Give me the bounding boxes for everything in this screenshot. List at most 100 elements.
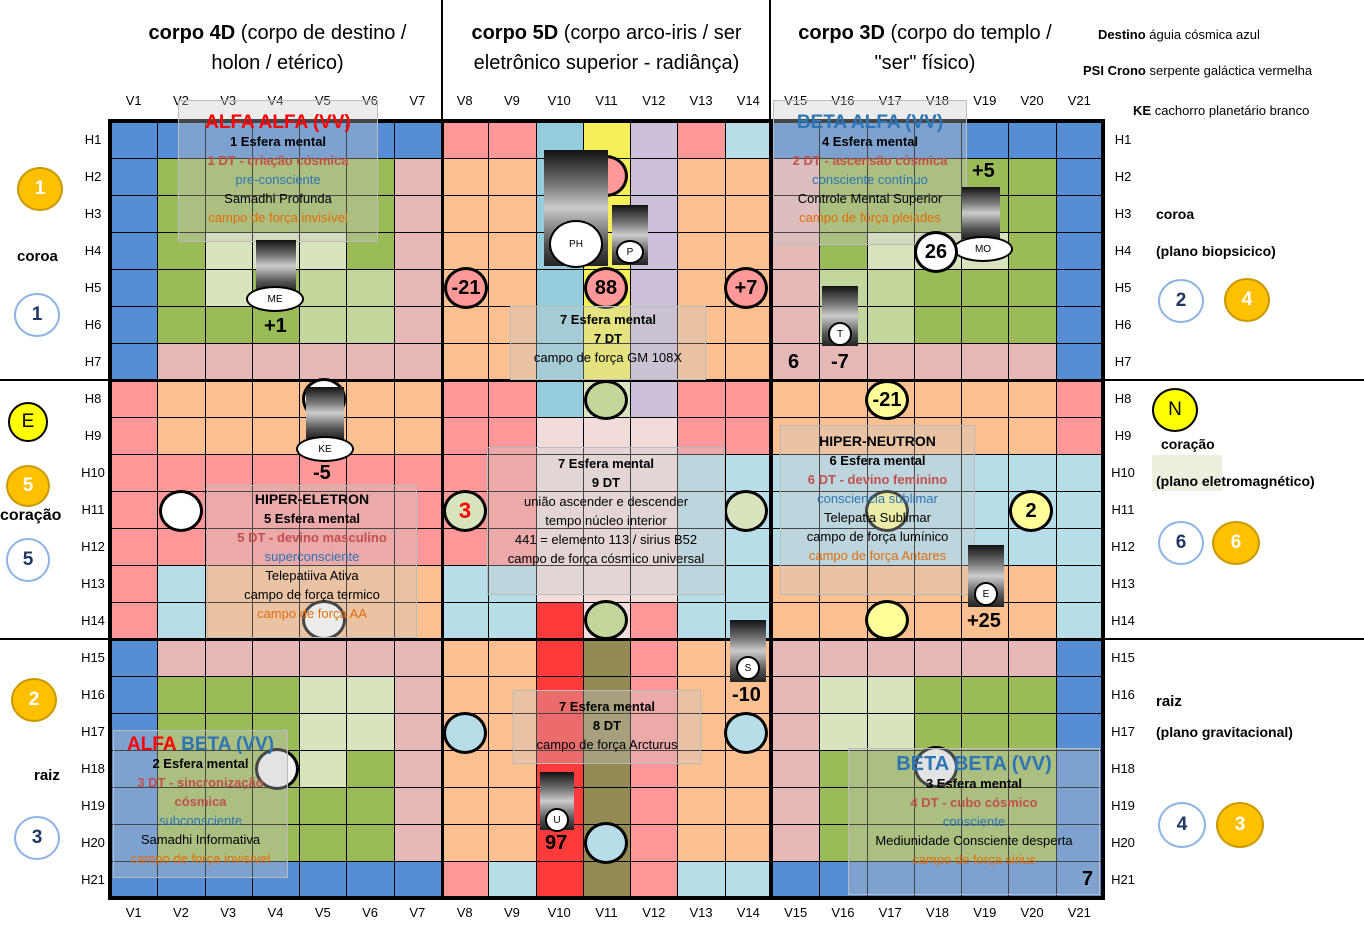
grid-cell bbox=[441, 121, 490, 159]
overlay-line: Controle Mental Superior bbox=[797, 191, 943, 206]
grid-cell bbox=[677, 417, 726, 455]
right-coroa-white-badge: 2 bbox=[1158, 279, 1204, 323]
grid-cell bbox=[819, 528, 868, 566]
column-label: V8 bbox=[456, 93, 473, 108]
right-coroa-plane: (plano biopsicico) bbox=[1156, 243, 1276, 259]
grid-cell bbox=[1055, 565, 1104, 603]
grid-cell bbox=[204, 380, 253, 418]
column-label: V8 bbox=[456, 905, 473, 920]
row-label: H18 bbox=[81, 761, 105, 776]
grid-cell bbox=[630, 602, 679, 640]
grid-cell bbox=[961, 417, 1010, 455]
column-label: V7 bbox=[409, 93, 426, 108]
grid-cell bbox=[1008, 861, 1057, 899]
row-label: H12 bbox=[81, 539, 105, 554]
grid-cell bbox=[724, 861, 773, 899]
crystal-label: MO bbox=[953, 236, 1013, 262]
grid-cell bbox=[110, 565, 159, 603]
grid-cell bbox=[110, 713, 159, 751]
grid-cell bbox=[441, 824, 490, 862]
grid-cell bbox=[393, 343, 442, 381]
overlay-line: Samadhi Profunda bbox=[224, 191, 332, 206]
column-label: V3 bbox=[220, 905, 237, 920]
grid-cell bbox=[819, 787, 868, 825]
grid-cell bbox=[630, 417, 679, 455]
column-label: V18 bbox=[925, 905, 950, 920]
grid-cell bbox=[772, 750, 821, 788]
grid-cell bbox=[488, 824, 537, 862]
grid-cell bbox=[204, 491, 253, 529]
row-label: H8 bbox=[1114, 391, 1132, 406]
right-coracao-white-badge: 6 bbox=[1158, 521, 1204, 565]
grid-cell bbox=[819, 639, 868, 677]
row-label: H21 bbox=[1111, 872, 1135, 887]
grid-cell bbox=[913, 713, 963, 751]
grid-cell bbox=[441, 195, 490, 233]
overlay-line: 8 DT bbox=[592, 718, 622, 733]
circle-value: 88 bbox=[584, 267, 628, 309]
row-label: H9 bbox=[1114, 428, 1132, 443]
crystal-label: PH bbox=[549, 220, 603, 268]
grid-cell bbox=[1008, 787, 1057, 825]
circle-marker bbox=[443, 712, 487, 754]
grid-cell bbox=[346, 491, 395, 529]
grid-cell bbox=[677, 380, 726, 418]
grid-cell bbox=[724, 565, 773, 603]
row-label: H3 bbox=[1114, 206, 1132, 221]
overlay-title: ALFA ALFA (VV) bbox=[205, 112, 351, 133]
header-divider bbox=[769, 0, 771, 120]
column-label: V11 bbox=[595, 905, 618, 920]
grid-cell bbox=[535, 639, 584, 677]
left-raiz-label: raiz bbox=[34, 767, 60, 784]
section-divider bbox=[0, 638, 110, 640]
grid-cell bbox=[1055, 528, 1104, 566]
grid-cell bbox=[157, 269, 206, 307]
row-label: H3 bbox=[84, 206, 102, 221]
overlay-beta-alfa: BETA ALFA (VV) 4 Esfera mental 2 DT - as… bbox=[773, 100, 967, 245]
grid-cell bbox=[535, 861, 584, 899]
grid-cell bbox=[346, 639, 395, 677]
value-label: 97 bbox=[545, 832, 568, 854]
grid-cell bbox=[535, 269, 584, 307]
grid-cell bbox=[819, 861, 868, 899]
grid-cell bbox=[630, 639, 679, 677]
grid-cell bbox=[110, 343, 159, 381]
grid-cell bbox=[582, 639, 632, 677]
grid-cell bbox=[157, 602, 206, 640]
grid-cell bbox=[866, 269, 915, 307]
grid-cell bbox=[393, 861, 442, 899]
grid-cell bbox=[1055, 639, 1104, 677]
grid-border bbox=[441, 121, 444, 898]
grid-cell bbox=[677, 528, 726, 566]
grid-cell bbox=[1055, 343, 1104, 381]
grid-cell bbox=[724, 417, 773, 455]
row-label: H4 bbox=[1114, 243, 1132, 258]
overlay-line: 7 Esfera mental bbox=[559, 312, 657, 327]
grid-cell bbox=[157, 343, 206, 381]
grid-cell bbox=[299, 343, 348, 381]
overlay-line: campo de força sirius bbox=[912, 852, 1036, 867]
grid-cell bbox=[913, 306, 963, 344]
column-label: V4 bbox=[267, 905, 284, 920]
row-label: H12 bbox=[1111, 539, 1135, 554]
crystal-label: P bbox=[616, 240, 644, 264]
grid-border bbox=[108, 119, 1105, 123]
circle-value: -21 bbox=[444, 267, 488, 309]
grid-cell bbox=[1055, 454, 1104, 492]
grid-cell bbox=[346, 417, 395, 455]
grid-cell bbox=[1008, 380, 1057, 418]
row-label: H20 bbox=[81, 835, 105, 850]
circle-value: 26 bbox=[914, 231, 958, 273]
grid-cell bbox=[1008, 824, 1057, 862]
grid-cell bbox=[677, 787, 726, 825]
left-coroa-label: coroa bbox=[17, 248, 58, 265]
grid-cell bbox=[299, 639, 348, 677]
overlay-line: consciente bbox=[942, 814, 1006, 829]
crystal-label: ME bbox=[246, 286, 304, 312]
row-label: H6 bbox=[84, 317, 102, 332]
left-coracao-label: coração bbox=[0, 507, 62, 524]
crystal-image bbox=[306, 387, 344, 439]
grid-cell bbox=[866, 824, 915, 862]
grid-cell bbox=[772, 713, 821, 751]
grid-cell bbox=[913, 676, 963, 714]
